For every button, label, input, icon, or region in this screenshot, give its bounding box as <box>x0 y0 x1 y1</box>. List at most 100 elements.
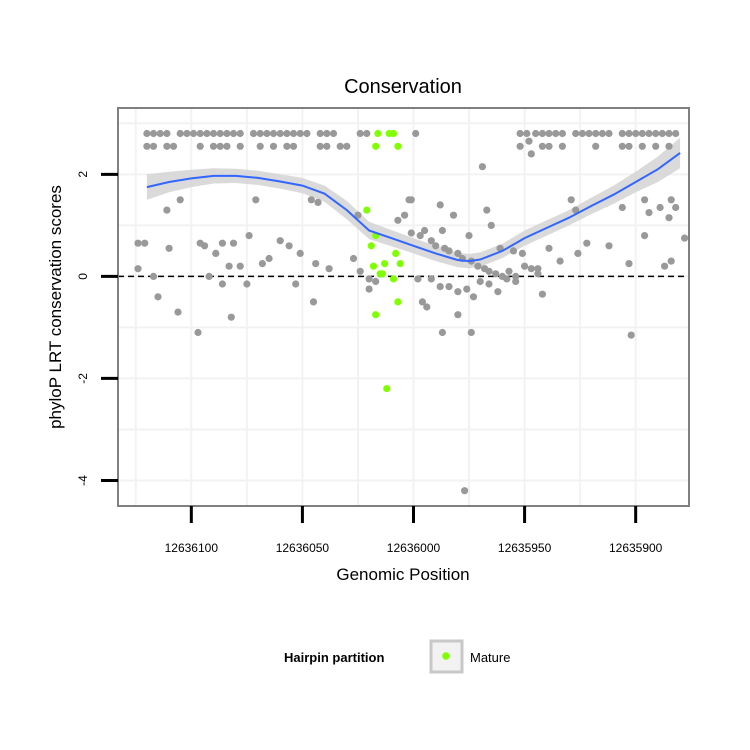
score-point <box>209 129 218 138</box>
data-points <box>134 129 689 495</box>
score-point <box>483 206 491 214</box>
score-point <box>163 206 171 214</box>
score-point <box>256 129 264 138</box>
score-point <box>163 142 171 150</box>
score-point <box>545 129 553 138</box>
score-point <box>592 142 600 150</box>
score-point <box>269 129 278 138</box>
score-point <box>656 203 664 212</box>
score-point <box>154 293 162 301</box>
score-point <box>585 129 593 138</box>
score-point <box>572 129 580 138</box>
score-point <box>289 142 298 150</box>
y-axis-title: phyloP LRT conservation scores <box>46 185 65 429</box>
mature-point <box>389 275 398 283</box>
legend-mature-dot <box>442 652 450 660</box>
score-point <box>169 142 178 150</box>
mature-point <box>372 311 380 319</box>
score-point <box>296 249 304 257</box>
score-point <box>665 214 673 222</box>
score-point <box>427 237 435 245</box>
confidence-band <box>146 137 681 269</box>
score-point <box>665 142 673 150</box>
score-point <box>627 331 635 339</box>
score-point <box>163 129 171 138</box>
score-point <box>503 275 511 283</box>
score-point <box>532 129 540 138</box>
score-point <box>467 328 475 337</box>
score-point <box>652 142 660 150</box>
score-point <box>527 150 535 158</box>
score-point <box>209 142 218 150</box>
score-point <box>143 129 151 138</box>
score-point <box>538 129 547 138</box>
score-point <box>323 129 331 138</box>
score-point <box>545 244 553 252</box>
y-tick-label: -2 <box>76 373 90 384</box>
score-point <box>312 260 320 268</box>
score-point <box>216 142 224 150</box>
score-point <box>534 270 542 278</box>
score-point <box>438 226 446 235</box>
score-point <box>658 129 666 138</box>
score-point <box>681 234 689 242</box>
score-point <box>574 249 582 257</box>
score-point <box>667 257 675 265</box>
score-point <box>558 142 567 150</box>
score-point <box>638 129 646 138</box>
score-point <box>372 277 380 286</box>
score-point <box>174 308 182 316</box>
score-point <box>258 260 266 268</box>
ci-band <box>146 137 681 269</box>
mature-point <box>381 260 389 268</box>
score-point <box>263 129 271 138</box>
score-point <box>592 129 600 138</box>
score-point <box>309 298 318 306</box>
score-point <box>354 211 362 219</box>
score-point <box>625 129 633 138</box>
score-point <box>356 267 364 275</box>
score-point <box>618 203 626 212</box>
score-point <box>156 129 164 138</box>
y-tick-label: 0 <box>76 273 90 280</box>
score-point <box>512 277 520 286</box>
score-point <box>516 142 524 150</box>
loess-smooth-line <box>146 152 681 263</box>
score-point <box>205 272 213 280</box>
score-point <box>436 283 444 291</box>
score-point <box>229 239 238 247</box>
score-point <box>641 196 649 204</box>
score-point <box>407 229 415 237</box>
score-point <box>269 142 278 150</box>
score-point <box>661 262 669 270</box>
score-point <box>583 239 591 247</box>
score-point <box>307 196 315 204</box>
score-point <box>416 232 424 240</box>
mature-point <box>383 385 391 393</box>
score-point <box>149 272 158 280</box>
score-point <box>356 129 364 138</box>
score-point <box>212 249 220 257</box>
score-point <box>243 280 251 288</box>
score-point <box>605 129 613 138</box>
score-point <box>229 129 238 138</box>
plot-panel-border <box>117 107 690 507</box>
score-point <box>365 285 373 293</box>
score-point <box>196 129 204 138</box>
score-point <box>454 288 462 296</box>
score-point <box>365 275 373 283</box>
score-point <box>432 242 440 250</box>
score-point <box>665 129 673 138</box>
score-point <box>201 242 209 250</box>
score-point <box>336 142 344 150</box>
score-point <box>236 129 244 138</box>
score-point <box>418 298 426 306</box>
mature-point <box>392 249 400 257</box>
score-point <box>165 244 173 252</box>
score-point <box>438 328 446 337</box>
score-point <box>652 129 660 138</box>
score-point <box>538 142 547 150</box>
x-tick-label: 12636050 <box>276 541 330 555</box>
score-point <box>645 209 653 217</box>
